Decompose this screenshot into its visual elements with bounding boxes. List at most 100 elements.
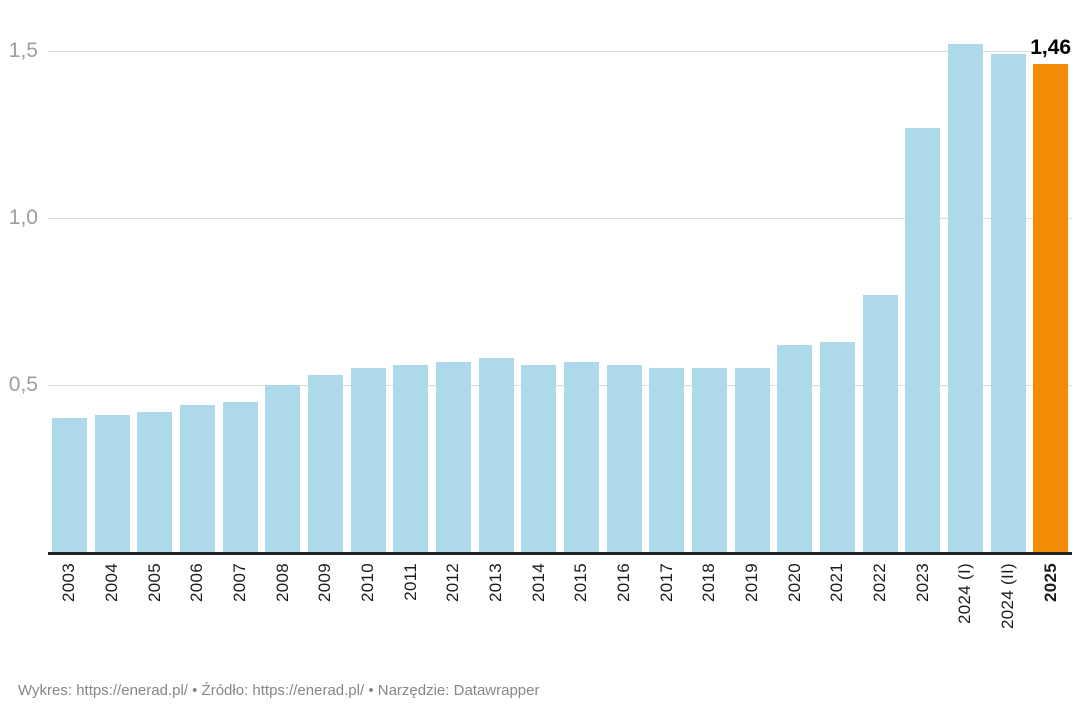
- x-label-slot: 2024 (II): [987, 563, 1030, 673]
- bar-slot: [432, 362, 475, 552]
- bar-2024-ii[interactable]: [990, 54, 1026, 552]
- x-label-slot: 2016: [603, 563, 646, 673]
- bar-2006[interactable]: [179, 405, 215, 552]
- gridline: [48, 218, 1072, 219]
- x-axis-label: 2025: [1040, 563, 1060, 603]
- bar-slot: [560, 362, 603, 552]
- bar-2005[interactable]: [137, 412, 173, 552]
- bar-2012[interactable]: [435, 362, 471, 552]
- y-axis-tick-label: 0,5: [8, 373, 38, 396]
- y-axis-tick-label: 1,0: [8, 206, 38, 229]
- bar-slot: [1029, 64, 1072, 552]
- x-axis-label: 2023: [912, 563, 932, 603]
- x-axis-labels: 2003 2004 2005 2006 2007 2008 2009 2010 2011 2012…: [48, 563, 1072, 673]
- y-axis-tick-label: 1,5: [8, 39, 38, 62]
- x-axis-label: 2018: [699, 563, 719, 603]
- x-axis-label: 2017: [656, 563, 676, 603]
- x-label-slot: 2024 (I): [944, 563, 987, 673]
- x-axis-label: 2019: [742, 563, 762, 603]
- footer-wykres-link[interactable]: https://enerad.pl/: [76, 682, 188, 699]
- x-axis-label: 2014: [528, 563, 548, 603]
- x-label-slot: 2008: [261, 563, 304, 673]
- x-axis-label: 2024 (I): [955, 563, 975, 624]
- bar-2007[interactable]: [222, 402, 258, 552]
- x-axis-label: 2005: [144, 563, 164, 603]
- bar-2023[interactable]: [905, 128, 941, 552]
- bar-2022[interactable]: [862, 295, 898, 552]
- x-axis-label: 2008: [272, 563, 292, 603]
- bar-2011[interactable]: [393, 365, 429, 552]
- bar-slot: [219, 402, 262, 552]
- bar-2003[interactable]: [51, 418, 87, 552]
- bar-slot: [944, 44, 987, 552]
- x-label-slot: 2007: [219, 563, 262, 673]
- bar-slot: [475, 358, 518, 552]
- x-label-slot: 2013: [475, 563, 518, 673]
- bar-slot: [48, 418, 91, 552]
- x-label-slot: 2003: [48, 563, 91, 673]
- bar-slot: [901, 128, 944, 552]
- bar-slot: [645, 368, 688, 552]
- bar-2018[interactable]: [691, 368, 727, 552]
- bar-2019[interactable]: [734, 368, 770, 552]
- x-axis-label: 2020: [784, 563, 804, 603]
- highlight-value-label: 1,46: [1030, 36, 1072, 60]
- bar-slot: [603, 365, 646, 552]
- x-label-slot: 2021: [816, 563, 859, 673]
- bar-2008[interactable]: [265, 385, 301, 552]
- x-axis-label: 2021: [827, 563, 847, 603]
- x-axis-label: 2009: [315, 563, 335, 603]
- bar-slot: [688, 368, 731, 552]
- bar-2021[interactable]: [819, 342, 855, 552]
- gridline: [48, 51, 1072, 52]
- bar-slot: [347, 368, 390, 552]
- bar-slot: [389, 365, 432, 552]
- bar-2025[interactable]: [1033, 64, 1069, 552]
- footer-zrodlo-link[interactable]: https://enerad.pl/: [252, 682, 365, 699]
- footer-zrodlo-label: • Źródło:: [187, 682, 253, 699]
- x-axis-label: 2013: [486, 563, 506, 603]
- x-axis-label: 2006: [187, 563, 207, 603]
- x-label-slot: 2020: [773, 563, 816, 673]
- x-label-slot: 2025: [1029, 563, 1072, 673]
- bar-slot: [91, 415, 134, 552]
- x-label-slot: 2010: [347, 563, 390, 673]
- gridline: [48, 385, 1072, 386]
- x-label-slot: 2011: [389, 563, 432, 673]
- x-label-slot: 2009: [304, 563, 347, 673]
- x-axis-label: 2011: [400, 563, 420, 601]
- x-label-slot: 2019: [731, 563, 774, 673]
- bar-2024-i[interactable]: [947, 44, 983, 552]
- x-axis-label: 2003: [59, 563, 79, 603]
- x-label-slot: 2012: [432, 563, 475, 673]
- bar-slot: [517, 365, 560, 552]
- x-label-slot: 2005: [133, 563, 176, 673]
- bar-2017[interactable]: [649, 368, 685, 552]
- bar-slot: [816, 342, 859, 552]
- bar-2009[interactable]: [307, 375, 343, 552]
- bar-slot: [176, 405, 219, 552]
- x-axis-label: 2007: [230, 563, 250, 603]
- bar-slot: [987, 54, 1030, 552]
- bar-2010[interactable]: [350, 368, 386, 552]
- x-axis-label: 2010: [358, 563, 378, 603]
- x-label-slot: 2017: [645, 563, 688, 673]
- footer-datawrapper-link[interactable]: Datawrapper: [453, 682, 540, 699]
- x-label-slot: 2004: [91, 563, 134, 673]
- bar-2014[interactable]: [521, 365, 557, 552]
- bar-slot: [731, 368, 774, 552]
- bar-slot: [304, 375, 347, 552]
- bar-2016[interactable]: [606, 365, 642, 552]
- bar-slot: [773, 345, 816, 552]
- x-label-slot: 2018: [688, 563, 731, 673]
- grid-layer: [48, 0, 1072, 552]
- bar-2013[interactable]: [478, 358, 514, 552]
- footer-narzedzie-label: • Narzędzie:: [364, 682, 454, 699]
- x-label-slot: 2006: [176, 563, 219, 673]
- bar-2004[interactable]: [94, 415, 130, 552]
- bar-slot: [261, 385, 304, 552]
- x-label-slot: 2014: [517, 563, 560, 673]
- bar-2015[interactable]: [563, 362, 599, 552]
- bar-2020[interactable]: [777, 345, 813, 552]
